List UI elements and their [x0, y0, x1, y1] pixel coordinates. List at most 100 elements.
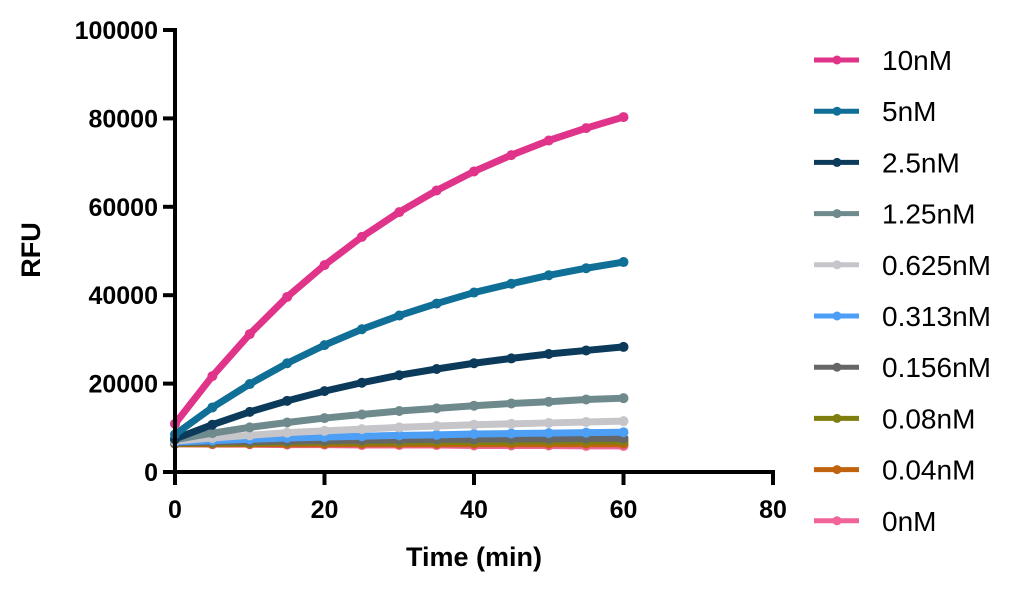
legend-label: 2.5nM: [882, 147, 960, 178]
data-point: [319, 425, 330, 436]
data-point: [581, 427, 592, 438]
series-0.625nM: [170, 416, 629, 447]
data-point: [581, 394, 592, 405]
data-point: [618, 416, 629, 427]
data-point: [244, 406, 255, 417]
legend-item: 0nM: [814, 506, 936, 537]
data-point: [356, 409, 367, 420]
data-point: [356, 231, 367, 242]
data-point: [431, 403, 442, 414]
legend-marker: [832, 465, 842, 475]
data-point: [431, 185, 442, 196]
data-point: [207, 371, 218, 382]
data-point: [581, 345, 592, 356]
y-tick-label: 80000: [88, 105, 158, 133]
ticks: 0 20000 40000 60000 80000 100000 0 20 40 60 80: [75, 17, 787, 524]
series-layer: [170, 112, 629, 451]
legend-marker: [832, 311, 842, 321]
data-point: [469, 287, 479, 298]
data-point: [543, 428, 554, 439]
legend-label: 1.25nM: [882, 199, 975, 230]
legend-label: 5nM: [882, 96, 936, 127]
legend-marker: [832, 516, 842, 526]
legend-marker: [832, 362, 842, 372]
data-point: [394, 310, 405, 321]
data-point: [282, 291, 293, 302]
legend-item: 2.5nM: [814, 147, 960, 178]
legend-marker: [832, 413, 842, 423]
data-point: [319, 386, 330, 397]
data-point: [543, 417, 554, 428]
data-point: [244, 430, 255, 441]
y-axis-label: RFU: [16, 222, 46, 278]
data-point: [319, 413, 330, 424]
legend-label: 10nM: [882, 45, 952, 76]
legend: 10nM 5nM 2.5nM 1.25nM 0.625nM 0.313nM 0.156nM 0…: [814, 45, 991, 537]
data-point: [581, 263, 592, 274]
data-point: [469, 358, 479, 369]
data-point: [431, 429, 442, 440]
data-point: [581, 123, 592, 134]
x-tick-label: 80: [759, 496, 787, 524]
x-axis-label: Time (min): [406, 542, 542, 572]
data-point: [356, 431, 367, 442]
data-point: [244, 379, 255, 390]
data-point: [394, 406, 405, 417]
data-point: [319, 260, 330, 271]
legend-marker: [832, 260, 842, 270]
data-point: [394, 370, 405, 381]
data-point: [543, 270, 554, 281]
legend-item: 0.313nM: [814, 301, 991, 332]
data-point: [543, 135, 554, 146]
legend-item: 5nM: [814, 96, 936, 127]
data-point: [618, 112, 629, 123]
y-tick-label: 40000: [88, 282, 158, 310]
data-point: [431, 421, 442, 432]
data-point: [469, 428, 479, 439]
data-point: [244, 422, 255, 433]
legend-marker: [832, 106, 842, 116]
legend-item: 1.25nM: [814, 199, 975, 230]
x-tick-label: 40: [460, 496, 488, 524]
data-point: [506, 428, 517, 439]
legend-label: 0nM: [882, 506, 936, 537]
data-point: [356, 377, 367, 388]
data-point: [431, 364, 442, 375]
legend-item: 0.08nM: [814, 403, 975, 434]
data-point: [207, 402, 218, 413]
y-tick-label: 20000: [88, 371, 158, 399]
legend-label: 0.156nM: [882, 352, 991, 383]
data-point: [282, 417, 293, 428]
legend-label: 0.04nM: [882, 455, 975, 486]
data-point: [207, 419, 218, 430]
data-point: [618, 341, 629, 352]
data-point: [581, 417, 592, 428]
data-point: [506, 278, 517, 289]
data-point: [431, 298, 442, 309]
data-point: [207, 428, 218, 439]
data-point: [506, 150, 517, 161]
legend-label: 0.313nM: [882, 301, 991, 332]
x-tick-label: 20: [311, 496, 339, 524]
legend-marker: [832, 157, 842, 167]
data-point: [356, 424, 367, 435]
data-point: [394, 430, 405, 441]
legend-marker: [832, 55, 842, 65]
x-tick-label: 0: [168, 496, 182, 524]
data-point: [394, 422, 405, 433]
data-point: [469, 166, 479, 177]
y-tick-label: 60000: [88, 194, 158, 222]
y-tick-label: 100000: [75, 17, 158, 45]
data-point: [394, 207, 405, 218]
data-point: [618, 427, 629, 438]
data-point: [506, 353, 517, 364]
data-point: [282, 358, 293, 369]
data-point: [469, 400, 479, 411]
data-point: [506, 398, 517, 409]
y-tick-label: 0: [144, 459, 158, 487]
data-point: [543, 396, 554, 407]
data-point: [469, 419, 479, 430]
data-point: [506, 418, 517, 429]
legend-marker: [832, 209, 842, 219]
